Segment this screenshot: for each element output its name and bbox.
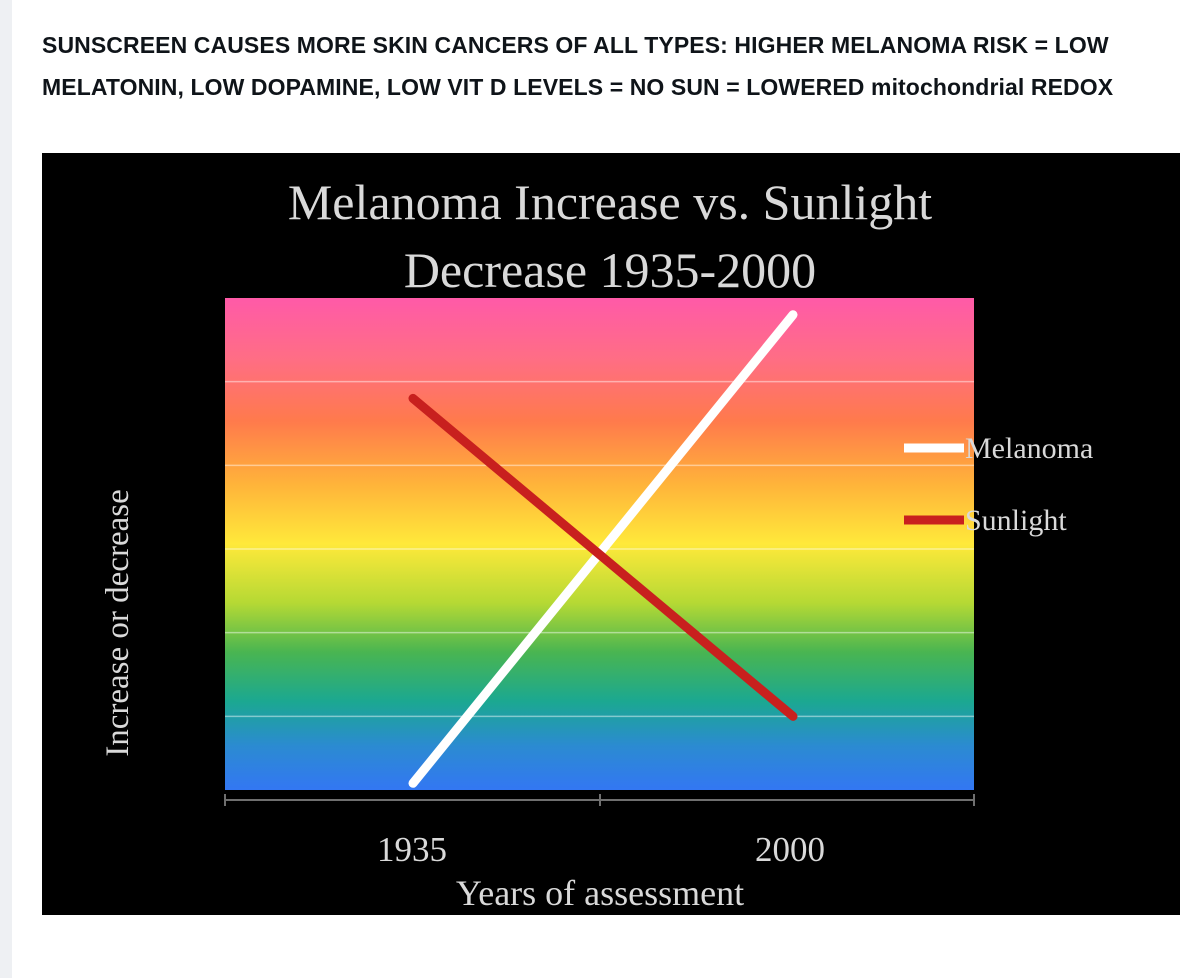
legend: Melanoma Sunlight	[904, 432, 1093, 537]
x-axis	[224, 794, 975, 806]
x-tick-label-1935: 1935	[377, 830, 447, 869]
chart-image[interactable]: Melanoma Increase vs. Sunlight Decrease …	[42, 153, 1180, 915]
series-line-sunlight	[408, 393, 798, 721]
x-axis-label: Years of assessment	[456, 873, 744, 913]
series-line-melanoma	[408, 310, 798, 788]
post-text: SUNSCREEN CAUSES MORE SKIN CANCERS OF AL…	[42, 32, 1114, 100]
left-rule	[0, 0, 12, 978]
series-lines	[408, 310, 798, 788]
chart-title-line-2: Decrease 1935-2000	[404, 242, 816, 298]
chart-title-line-1: Melanoma Increase vs. Sunlight	[288, 174, 932, 230]
chart-svg: Melanoma Increase vs. Sunlight Decrease …	[100, 174, 1093, 913]
y-axis-label: Increase or decrease	[100, 489, 136, 756]
legend-label-sunlight: Sunlight	[965, 504, 1067, 537]
x-tick-label-2000: 2000	[755, 830, 825, 869]
legend-label-melanoma: Melanoma	[965, 432, 1093, 465]
plot-background	[225, 298, 974, 790]
